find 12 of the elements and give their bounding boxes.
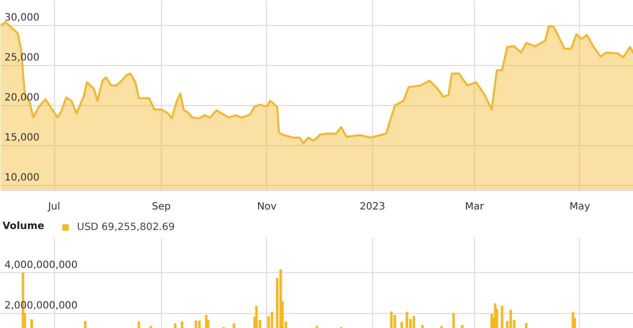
x-tick-label: Nov (257, 202, 277, 212)
x-tick-label: Jul (47, 202, 60, 212)
y-tick-label: 15,000 (4, 132, 40, 144)
x-tick-label: 2023 (360, 202, 386, 212)
x-tick-label: Mar (464, 202, 485, 212)
legend-label: USD 69,255,802.69 (77, 220, 175, 234)
y-tick-label: 30,000 (4, 12, 40, 24)
x-tick-label: Sep (152, 202, 171, 212)
y-tick-label: 4,000,000,000 (4, 260, 78, 271)
legend-title: Volume (2, 221, 45, 232)
y-tick-label: 10,000 (4, 172, 40, 184)
x-tick-label: May (570, 202, 590, 212)
